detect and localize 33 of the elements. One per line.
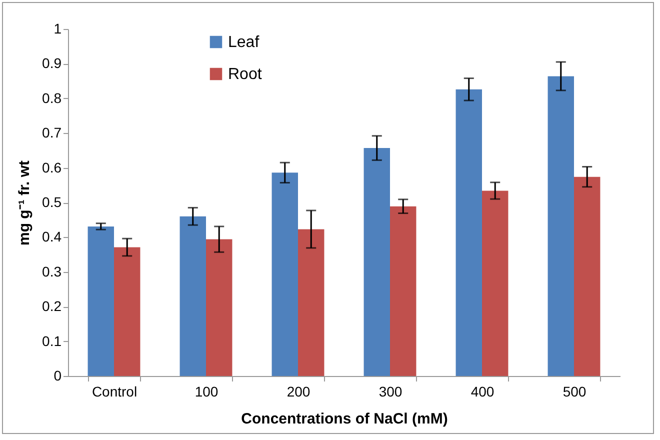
legend-label: Root [228, 66, 262, 83]
y-tick-label: 0.7 [42, 124, 62, 141]
y-tick-label: 0.3 [42, 263, 62, 280]
y-tick-label: 0.5 [42, 194, 62, 210]
y-tick-label: 0.4 [42, 228, 62, 245]
bar [574, 176, 600, 376]
y-tick-label: 0.8 [42, 90, 62, 106]
bar [390, 206, 416, 376]
x-tick-label: 100 [194, 384, 218, 400]
bar [298, 229, 324, 376]
y-tick-label: 0 [54, 368, 62, 384]
bar [482, 190, 508, 376]
y-tick-label: 1 [54, 20, 62, 36]
y-axis-title: mg g⁻¹ fr. wt [16, 160, 34, 246]
bar [456, 89, 482, 376]
bar [114, 247, 140, 376]
x-tick-label: 500 [562, 384, 586, 400]
bar [206, 239, 232, 376]
bar [548, 76, 574, 376]
y-tick-label: 0.2 [42, 298, 62, 314]
y-tick-label: 0.6 [42, 159, 62, 176]
x-axis-title: Concentrations of NaCl (mM) [241, 410, 448, 428]
x-tick-label: Control [92, 384, 138, 400]
bar [364, 148, 390, 376]
bar [88, 226, 114, 376]
bar [272, 172, 298, 376]
x-tick-label: 300 [378, 384, 402, 400]
x-tick-label: 400 [470, 384, 494, 400]
y-tick-label: 0.9 [42, 55, 62, 72]
y-tick-label: 0.1 [42, 332, 62, 349]
legend-label: Leaf [228, 34, 260, 51]
bar [180, 216, 206, 376]
x-tick-label: 200 [286, 384, 310, 400]
